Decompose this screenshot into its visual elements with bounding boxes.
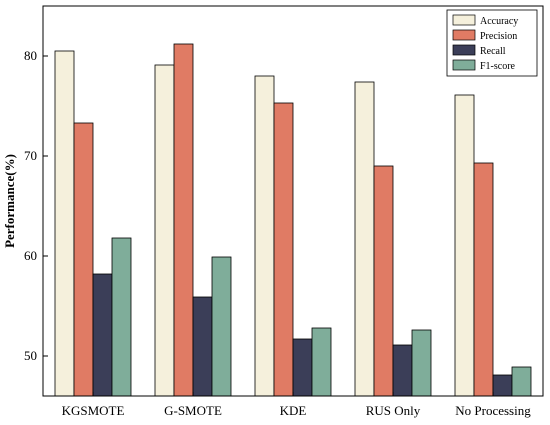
bar-precision-1 xyxy=(173,43,194,397)
bar-recall-3 xyxy=(392,344,413,397)
bar-accuracy-4 xyxy=(454,94,475,397)
x-axis: KGSMOTE G-SMOTE KDE RUS Only No Processing xyxy=(62,392,531,418)
bar-accuracy-1 xyxy=(154,64,175,397)
x-tick-label: KDE xyxy=(280,403,307,418)
bar-precision-2 xyxy=(273,102,294,397)
legend-label: Accuracy xyxy=(480,16,518,27)
bar-f1-score-1 xyxy=(211,256,232,397)
legend-label: Precision xyxy=(480,31,517,42)
bars-group xyxy=(54,43,532,397)
bar-accuracy-3 xyxy=(354,81,375,397)
bar-recall-0 xyxy=(92,273,113,397)
bar-accuracy-0 xyxy=(54,50,75,397)
bar-f1-score-0 xyxy=(111,237,132,397)
bar-recall-2 xyxy=(292,338,313,397)
legend-swatch xyxy=(452,14,476,26)
bar-precision-3 xyxy=(373,165,394,397)
bar-precision-0 xyxy=(73,122,94,397)
legend: Accuracy Precision Recall F1-score xyxy=(446,9,538,77)
legend-label: Recall xyxy=(480,46,506,57)
y-tick-label: 60 xyxy=(24,248,37,263)
bar-f1-score-4 xyxy=(511,366,532,397)
y-tick-label: 70 xyxy=(24,148,37,163)
bar-f1-score-3 xyxy=(411,329,432,397)
y-tick-label: 80 xyxy=(24,48,37,63)
bar-precision-4 xyxy=(473,162,494,397)
bar-f1-score-2 xyxy=(311,327,332,397)
y-axis-label: Performance(%) xyxy=(2,154,17,248)
legend-swatch xyxy=(452,29,476,41)
y-axis: 50 60 70 80 xyxy=(24,48,48,363)
y-tick-label: 50 xyxy=(24,348,37,363)
bar-accuracy-2 xyxy=(254,75,275,397)
x-tick-label: G-SMOTE xyxy=(164,403,222,418)
x-tick-label: RUS Only xyxy=(366,403,421,418)
legend-label: F1-score xyxy=(480,61,516,72)
x-tick-label: KGSMOTE xyxy=(62,403,125,418)
legend-swatch xyxy=(452,44,476,56)
legend-swatch xyxy=(452,59,476,71)
bar-recall-1 xyxy=(192,296,213,397)
x-tick-label: No Processing xyxy=(455,403,531,418)
bar-recall-4 xyxy=(492,374,513,397)
